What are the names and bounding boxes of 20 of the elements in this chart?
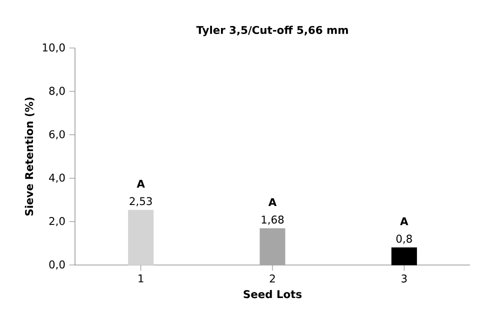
data-label: 0,8 <box>396 234 412 244</box>
y-tick-label: 2,0 <box>49 217 65 226</box>
y-tick-label: 8,0 <box>49 86 65 96</box>
annotation: A <box>268 198 277 206</box>
y-tick-label: 4,0 <box>49 174 65 183</box>
annotation: A <box>136 180 145 188</box>
y-tick-label: 6,0 <box>49 130 65 140</box>
x-tick-label: 1 <box>138 274 144 282</box>
annotation: A <box>400 217 408 226</box>
y-tick-label: 10,0 <box>42 43 65 53</box>
y-tick-label: 0,0 <box>49 260 65 270</box>
y-axis-title: Sieve Retention (%) <box>24 98 34 216</box>
x-tick-label: 3 <box>402 274 407 283</box>
data-label: 2,53 <box>130 197 152 206</box>
x-tick-label: 2 <box>270 274 275 282</box>
bar <box>260 228 286 266</box>
x-axis-title: Seed Lots <box>244 290 302 298</box>
data-label: 1,68 <box>262 216 284 225</box>
chart-title: Tyler 3,5/Cut-off 5,66 mm <box>196 26 348 36</box>
bar <box>128 210 154 266</box>
